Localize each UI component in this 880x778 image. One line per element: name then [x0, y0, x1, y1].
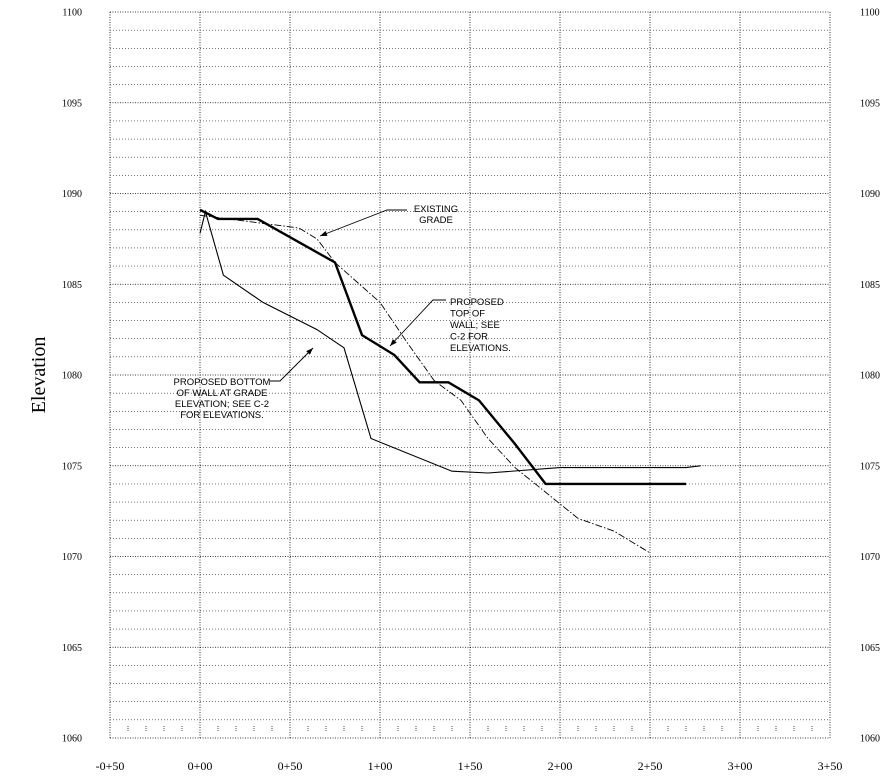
annotation-line: GRADE [419, 215, 453, 226]
leader-arrowhead [320, 231, 328, 236]
y-tick-label-left: 1100 [62, 8, 82, 19]
leader-line [389, 299, 446, 347]
y-tick-label-left: 1090 [62, 189, 82, 200]
y-tick-label-left: 1075 [62, 461, 82, 472]
x-tick-label: 1+50 [458, 759, 483, 773]
y-tick-label-right: 1100 [860, 8, 880, 19]
x-tick-label: -0+50 [96, 759, 125, 773]
series-line-thick [199, 208, 686, 486]
y-tick-label-right: 1070 [860, 552, 880, 563]
x-tick-labels: -0+50 0+00 0+50 1+00 1+50 2+00 2+50 3+00 3+50 [96, 759, 843, 773]
annotation-line: PROPOSED BOTTOM [174, 377, 271, 388]
y-tick-labels-right: 1060 1065 1070 1075 1080 1085 1090 1095 1100 [860, 8, 880, 745]
y-tick-labels-left: 1060 1065 1070 1075 1080 1085 1090 1095 1100 [62, 8, 82, 745]
y-tick-label-right: 1075 [860, 461, 880, 472]
x-tick-label: 0+50 [278, 759, 303, 773]
series-group [199, 208, 701, 554]
annotation-line: PROPOSED [450, 297, 504, 308]
y-axis-title: Elevation [28, 337, 50, 414]
annotation-line: EXISTING [414, 204, 458, 215]
annotation-line: C-2 FOR [450, 332, 488, 343]
y-tick-label-right: 1080 [860, 371, 880, 382]
annotation-line: ELEVATION; SEE C-2 [175, 399, 269, 410]
annotation-text: EXISTING GRADE [414, 204, 458, 226]
annotation-text: PROPOSED BOTTOM OF WALL AT GRADE ELEVATION… [174, 377, 271, 421]
x-tick-label: 1+00 [368, 759, 393, 773]
series-line-dash-dot [199, 214, 651, 554]
series-line-thin [199, 209, 701, 474]
y-tick-label-left: 1085 [62, 280, 82, 291]
y-tick-label-left: 1060 [62, 734, 82, 745]
leader-line [270, 347, 314, 382]
y-tick-label-left: 1080 [62, 371, 82, 382]
x-tick-label: 2+00 [548, 759, 573, 773]
annotations: EXISTING GRADE PROPOSED TOP OF WALL; SEE C-2 … [174, 204, 511, 421]
annotation-line: ELEVATIONS. [450, 343, 511, 354]
x-tick-label: 2+50 [638, 759, 663, 773]
leader-line [319, 209, 407, 237]
y-tick-label-left: 1070 [62, 552, 82, 563]
y-tick-label-left: 1095 [62, 98, 82, 109]
x-tick-label: 3+50 [818, 759, 843, 773]
annotation-line: OF WALL AT GRADE [177, 388, 268, 399]
y-tick-label-left: 1065 [62, 643, 82, 654]
x-tick-label: 3+00 [728, 759, 753, 773]
major-gridlines [109, 11, 831, 739]
annotation-line: TOP OF [450, 309, 485, 320]
x-tick-label: 0+00 [188, 759, 213, 773]
y-tick-label-right: 1085 [860, 280, 880, 291]
leader-arrowhead [306, 348, 313, 355]
annotation-text: PROPOSED TOP OF WALL; SEE C-2 FOR ELEVATIONS… [450, 297, 511, 354]
annotation-line: FOR ELEVATIONS. [180, 410, 264, 421]
bottom-tick-marks [127, 726, 813, 731]
y-tick-label-right: 1095 [860, 98, 880, 109]
y-tick-label-right: 1065 [860, 643, 880, 654]
leader-lines [270, 209, 446, 382]
y-tick-label-right: 1060 [860, 734, 880, 745]
y-tick-label-right: 1090 [860, 189, 880, 200]
annotation-line: WALL; SEE [450, 320, 500, 331]
leader-arrowhead [390, 339, 397, 346]
